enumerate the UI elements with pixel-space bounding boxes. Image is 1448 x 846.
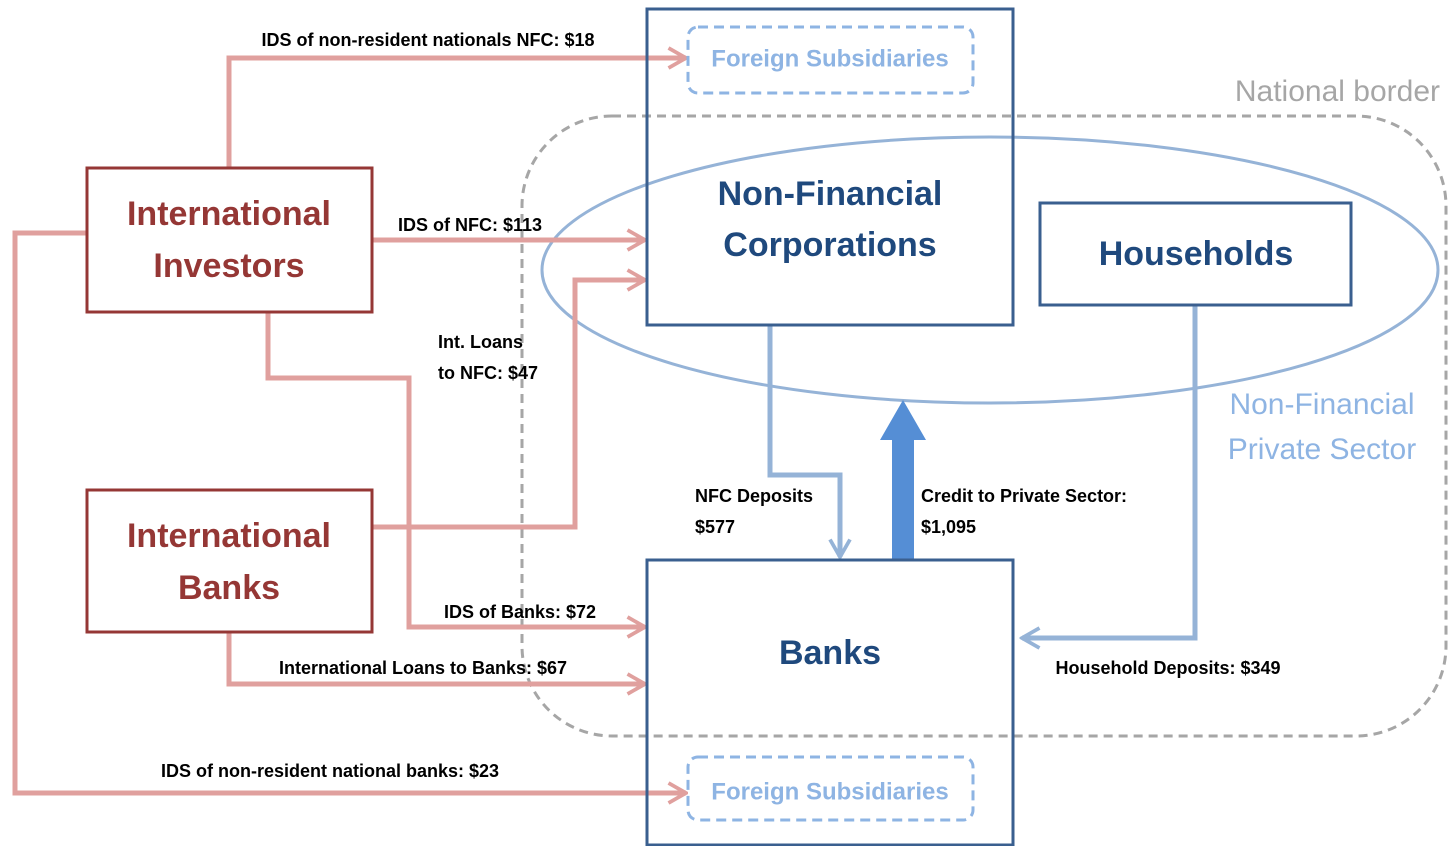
- node-box: [85, 488, 374, 634]
- node-label: Banks: [779, 634, 881, 672]
- region-label: Non-Financial: [1229, 388, 1414, 421]
- node-label: Foreign Subsidiaries: [711, 45, 948, 72]
- edge-label: to NFC: $47: [438, 363, 538, 383]
- node-label: Non-Financial: [718, 175, 943, 213]
- node-label: International: [127, 517, 331, 555]
- arrow: [1022, 305, 1198, 638]
- edge-label: Household Deposits: $349: [1055, 658, 1280, 678]
- node-box: [645, 7, 1015, 327]
- arrow: [226, 632, 645, 684]
- node-label: Foreign Subsidiaries: [711, 778, 948, 805]
- edge-label: Credit to Private Sector:: [921, 486, 1127, 506]
- edge-label: Int. Loans: [438, 332, 523, 352]
- node-box: [645, 558, 1015, 846]
- node-box: [85, 166, 374, 314]
- node-box: [686, 25, 975, 95]
- arrow: [265, 312, 645, 627]
- arrow: [226, 58, 686, 168]
- edge-label: IDS of NFC: $113: [398, 215, 542, 235]
- edge-label: $1,095: [921, 517, 976, 537]
- edge-label: IDS of Banks: $72: [444, 602, 596, 622]
- edge-label: NFC Deposits: [695, 486, 813, 506]
- arrow: [372, 280, 645, 530]
- edge-label: $577: [695, 517, 735, 537]
- node-label: Corporations: [723, 226, 936, 264]
- region-label: Private Sector: [1228, 433, 1416, 466]
- region-label: National border: [1235, 75, 1440, 108]
- arrow: [767, 325, 840, 557]
- node-box: [1038, 201, 1353, 307]
- node-label: Investors: [153, 247, 304, 285]
- node-label: Households: [1099, 235, 1294, 273]
- node-box: [686, 755, 975, 822]
- edge-label: International Loans to Banks: $67: [279, 658, 567, 678]
- arrow: [12, 230, 686, 793]
- private-sector: [540, 135, 1440, 405]
- node-label: International: [127, 195, 331, 233]
- national-border: [520, 114, 1448, 738]
- edge-label: IDS of non-resident national banks: $23: [161, 761, 499, 781]
- node-label: Banks: [178, 569, 280, 607]
- thick-arrow: [880, 400, 926, 560]
- edge-label: IDS of non-resident nationals NFC: $18: [261, 30, 594, 50]
